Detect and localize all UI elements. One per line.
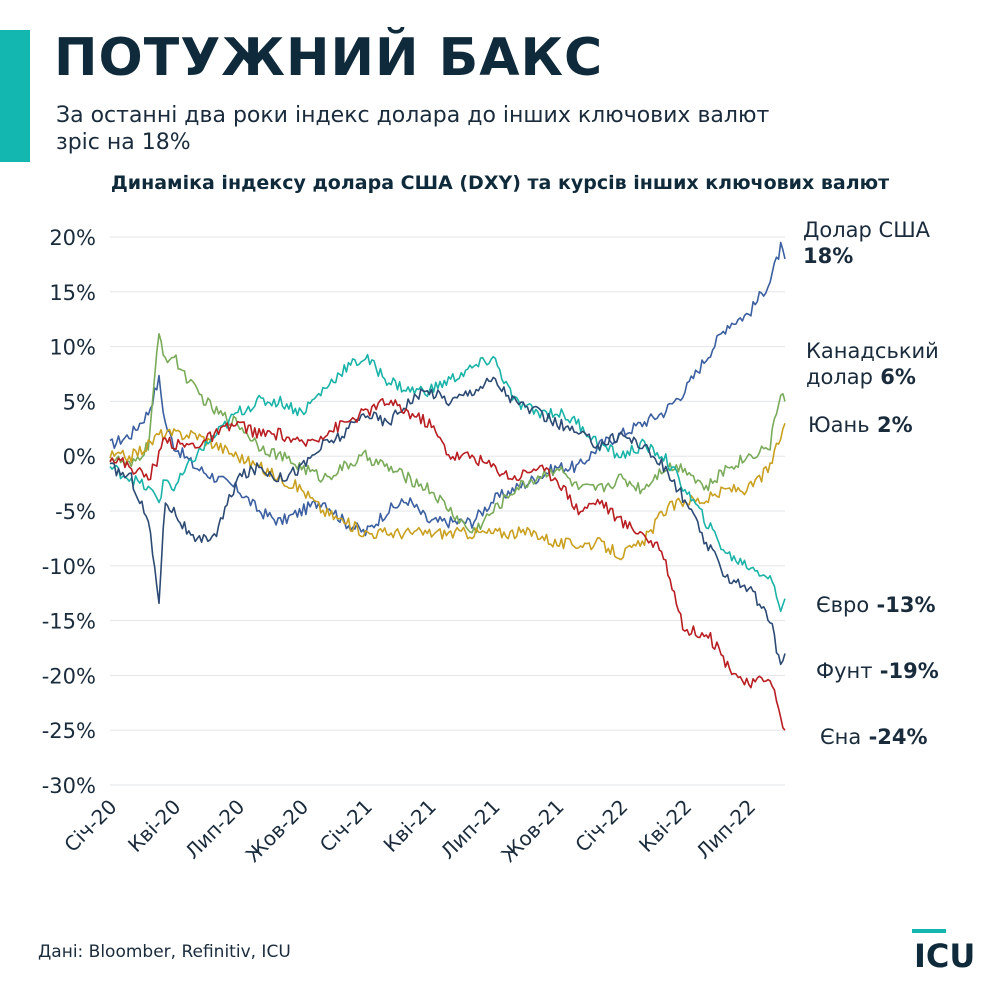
- series-line-4: [109, 353, 786, 613]
- line-chart: 20%15%10%5%0%-5%-10%-15%-20%-25%-30%Січ-…: [42, 218, 939, 867]
- y-tick-label: -30%: [42, 774, 96, 798]
- series-line-1: [109, 241, 786, 537]
- series-label: Євро -13%: [816, 593, 936, 617]
- x-tick-label: Кві-22: [634, 795, 696, 857]
- series-label: Долар США 18%: [803, 218, 931, 268]
- x-tick-label: Січ-21: [315, 795, 377, 857]
- data-source: Дані: Bloomber, Refinitiv, ICU: [38, 942, 291, 962]
- y-tick-label: 10%: [49, 336, 96, 360]
- series-line-5: [109, 376, 786, 666]
- series-label: Єна -24%: [820, 725, 928, 749]
- series-label: Юань 2%: [808, 413, 913, 437]
- x-tick-label: Січ-22: [570, 795, 632, 857]
- icu-logo: ICU: [912, 929, 975, 975]
- x-tick-label: Жов-21: [496, 795, 568, 867]
- chart-title: Динаміка індексу долара США (DXY) та кур…: [110, 172, 890, 194]
- series-line-3: [109, 423, 786, 561]
- page-title: ПОТУЖНИЙ БАКС: [54, 28, 604, 88]
- accent-bar: [0, 30, 30, 162]
- x-tick-label: Кві-20: [123, 795, 185, 857]
- x-tick-label: Січ-20: [59, 795, 121, 857]
- y-tick-label: 20%: [49, 226, 96, 250]
- logo-text: ICU: [914, 937, 975, 975]
- x-tick-label: Лип-20: [180, 795, 249, 864]
- y-tick-label: -10%: [42, 555, 96, 579]
- x-tick-label: Лип-22: [691, 795, 760, 864]
- page-subtitle: За останні два роки індекс долара до інш…: [56, 103, 770, 155]
- series-label: Канадський долар 6%: [806, 339, 939, 389]
- y-tick-label: 15%: [49, 281, 96, 305]
- x-tick-label: Жов-20: [241, 795, 313, 867]
- x-tick-label: Кві-21: [379, 795, 441, 857]
- y-tick-label: -25%: [42, 719, 96, 743]
- series-label: Фунт -19%: [816, 659, 939, 683]
- series-line-6: [109, 397, 786, 731]
- y-tick-label: -5%: [55, 500, 96, 524]
- y-tick-label: -15%: [42, 610, 96, 634]
- y-tick-label: 5%: [63, 390, 96, 414]
- series-line-2: [109, 333, 786, 534]
- x-tick-label: Лип-21: [436, 795, 505, 864]
- y-tick-label: 0%: [63, 445, 96, 469]
- y-tick-label: -20%: [42, 664, 96, 688]
